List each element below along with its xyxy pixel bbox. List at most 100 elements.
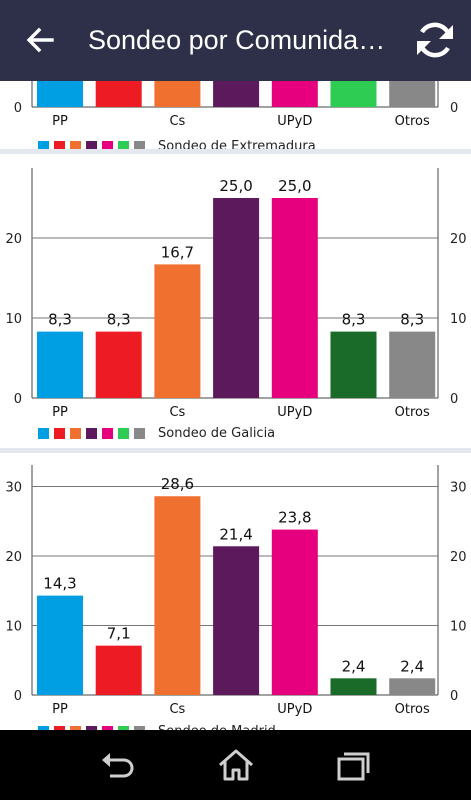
data-label: 2,4 <box>342 657 366 675</box>
legend-swatch <box>38 725 49 730</box>
bar <box>330 678 377 695</box>
chart-legend: Sondeo de Madrid <box>38 724 276 730</box>
bar <box>271 81 318 107</box>
arrow-left-icon[interactable] <box>22 22 58 58</box>
data-label: 25,0 <box>278 177 311 195</box>
y-tick-label-right: 10 <box>450 620 467 635</box>
bar <box>213 546 260 695</box>
y-tick-label-left: 30 <box>5 481 22 496</box>
divider <box>0 448 471 453</box>
x-tick-label: UPyD <box>277 405 312 420</box>
legend-swatch <box>134 140 145 152</box>
data-label: 8,3 <box>107 311 131 329</box>
chart-galicia: 0 0 10 10 20 20 8,3 PP 8,3 16,7 Cs 25,0 25,0 UPyD 8,3 8… <box>0 154 471 449</box>
chart-madrid: 0 0 10 10 20 20 30 30 14,3 PP 7,1 28,6 Cs 21,4 23,8 UPy… <box>0 453 471 730</box>
x-tick-label: Otros <box>395 114 430 129</box>
legend-swatch <box>38 427 49 439</box>
bar <box>37 331 83 398</box>
legend-swatch <box>54 725 65 730</box>
data-label: 8,3 <box>342 311 366 329</box>
legend-swatch <box>102 725 113 730</box>
page-title: Sondeo por Comunidades <box>88 25 388 55</box>
data-label: 8,3 <box>48 311 72 329</box>
y-tick-label-right: 10 <box>450 312 467 327</box>
legend-swatch <box>118 725 129 730</box>
legend-swatch <box>54 427 65 439</box>
y-tick-label-left: 0 <box>14 689 22 704</box>
bar <box>37 595 83 695</box>
legend-swatch <box>70 427 81 439</box>
bar <box>271 198 318 398</box>
x-tick-label: Cs <box>169 702 185 717</box>
legend-swatch <box>54 140 65 152</box>
bar <box>154 81 201 107</box>
legend-swatch <box>102 140 113 152</box>
data-label: 16,7 <box>161 243 194 261</box>
bar <box>37 81 83 107</box>
nav-recents-icon[interactable] <box>333 748 373 782</box>
nav-back-icon[interactable] <box>98 748 138 782</box>
legend-swatch <box>134 427 145 439</box>
data-label: 23,8 <box>278 509 311 527</box>
y-tick-label-left: 20 <box>5 550 22 565</box>
data-label: 7,1 <box>107 625 131 643</box>
bar <box>95 331 142 398</box>
nav-home-icon[interactable] <box>216 748 256 782</box>
system-nav-bar <box>0 730 471 800</box>
y-tick-label-left: 0 <box>14 392 22 407</box>
data-label: 8,3 <box>400 311 424 329</box>
x-tick-label: PP <box>52 702 68 717</box>
y-tick-label-right: 0 <box>450 689 458 704</box>
bar <box>95 645 142 695</box>
x-tick-label: Cs <box>169 114 185 129</box>
app-bar: Sondeo por Comunidades <box>0 0 471 81</box>
bar <box>389 678 436 695</box>
y-tick-label-left: 10 <box>5 312 22 327</box>
legend-swatch <box>38 140 49 152</box>
y-tick-label-left: 0 <box>14 101 22 116</box>
y-tick-label-left: 20 <box>5 232 22 247</box>
bar <box>330 81 377 107</box>
y-tick-label-left: 10 <box>5 620 22 635</box>
x-tick-label: Otros <box>395 702 430 717</box>
legend-swatch <box>118 140 129 152</box>
legend-label: Sondeo de Galicia <box>158 425 276 441</box>
y-tick-label-right: 0 <box>450 392 458 407</box>
x-tick-label: Cs <box>169 405 185 420</box>
data-label: 25,0 <box>219 177 252 195</box>
bar <box>95 81 142 107</box>
chart-extremadura-plot: 0 0 PP Cs UPyD Otros <box>14 81 458 129</box>
data-label: 2,4 <box>400 657 424 675</box>
legend-label: Sondeo de Madrid <box>158 724 276 731</box>
chart-legend: Sondeo de Galicia <box>38 425 276 441</box>
y-tick-label-right: 20 <box>450 550 467 565</box>
legend-swatch <box>86 140 97 152</box>
divider <box>0 149 471 154</box>
data-label: 14,3 <box>43 575 76 593</box>
chart-galicia-plot: 0 0 10 10 20 20 8,3 PP 8,3 16,7 Cs 25,0 25,0 UPyD 8,3 8… <box>5 168 467 420</box>
y-tick-label-right: 20 <box>450 232 467 247</box>
x-tick-label: Otros <box>395 405 430 420</box>
chart-extremadura: 0 0 PP Cs UPyD Otros Sondeo de Extremadura <box>0 81 471 154</box>
legend-swatch <box>118 427 129 439</box>
legend-swatch <box>86 725 97 730</box>
x-tick-label: PP <box>52 405 68 420</box>
x-tick-label: UPyD <box>277 114 312 129</box>
bar <box>271 529 318 695</box>
bar <box>389 81 436 107</box>
data-label: 28,6 <box>161 475 194 493</box>
bar <box>154 264 201 398</box>
legend-swatch <box>86 427 97 439</box>
legend-swatch <box>134 725 145 730</box>
data-label: 21,4 <box>219 525 252 543</box>
legend-swatch <box>102 427 113 439</box>
legend-swatch <box>70 140 81 152</box>
x-tick-label: PP <box>52 114 68 129</box>
bar <box>154 496 201 695</box>
legend-swatch <box>70 725 81 730</box>
refresh-icon[interactable] <box>412 17 458 63</box>
chart-madrid-plot: 0 0 10 10 20 20 30 30 14,3 PP 7,1 28,6 Cs 21,4 23,8 UPy… <box>5 465 467 717</box>
y-tick-label-right: 30 <box>450 481 467 496</box>
bar <box>213 198 260 398</box>
